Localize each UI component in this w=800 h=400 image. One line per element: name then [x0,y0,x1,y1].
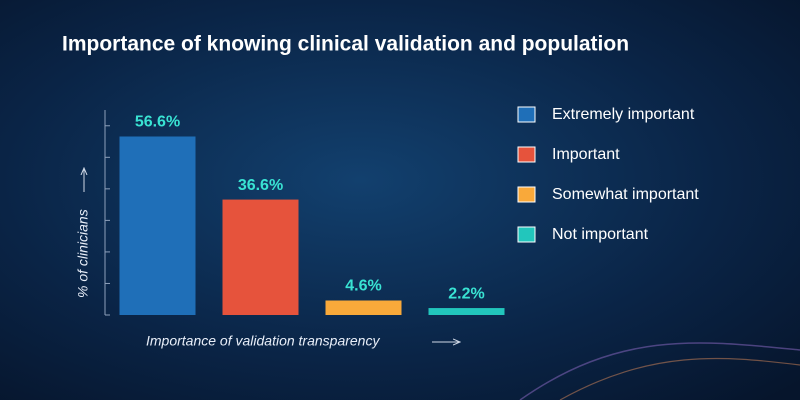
legend-label: Somewhat important [552,186,699,203]
bar [325,300,402,315]
value-label: 4.6% [345,278,381,295]
legend-swatch [517,106,536,123]
decoration [559,357,800,400]
bar [428,308,505,315]
legend-label: Important [552,146,620,163]
legend-label: Extremely important [552,106,695,123]
value-label: 36.6% [238,177,283,194]
legend-swatch [517,186,536,203]
legend-swatch [517,146,536,163]
decoration [519,342,800,400]
value-label: 56.6% [135,114,180,131]
bar [119,136,196,315]
legend-swatch [517,226,536,243]
chart-title: Importance of knowing clinical validatio… [62,33,629,56]
bar [222,199,299,315]
legend-label: Not important [552,226,649,243]
y-axis-label: % of clinicians [75,209,91,298]
value-label: 2.2% [448,285,484,302]
x-axis-label: Importance of validation transparency [146,333,380,349]
